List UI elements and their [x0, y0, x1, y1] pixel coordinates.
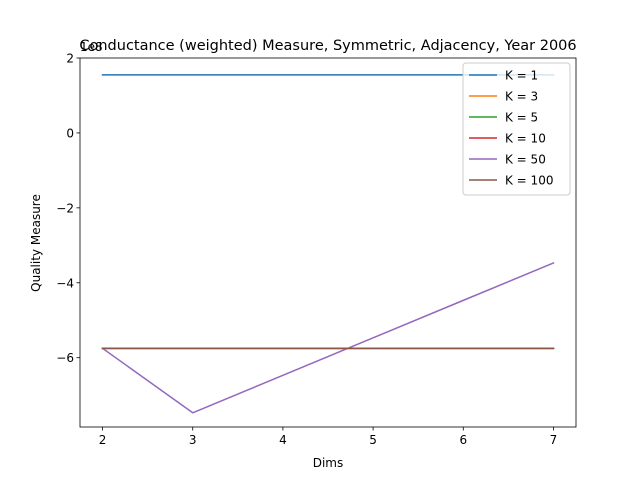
- y-offset-label: 1e8: [80, 40, 103, 54]
- x-tick-label: 7: [550, 433, 558, 447]
- y-tick-label: −2: [56, 201, 74, 215]
- x-tick-label: 3: [189, 433, 197, 447]
- axes-frame: [79, 57, 577, 428]
- legend-label-6: K = 100: [505, 174, 553, 188]
- x-axis-label: Dims: [313, 456, 344, 470]
- y-tick-label: 0: [66, 126, 74, 140]
- plot-area: 2 3 4 5 6 7 2 0 −2 −4 −6 K = 1 K = 3 K = 5 K = 10 K = 5…: [56, 52, 577, 447]
- x-tick-label: 6: [459, 433, 467, 447]
- y-tick-label: −6: [56, 351, 74, 365]
- chart-title: Conductance (weighted) Measure, Symmetri…: [79, 38, 576, 54]
- series-line-5: [101, 261, 555, 414]
- y-axis-label: Quality Measure: [29, 194, 43, 292]
- y-tick-label: −4: [56, 276, 74, 290]
- legend-label-5: K = 50: [505, 153, 546, 167]
- legend-label-3: K = 5: [505, 111, 538, 125]
- x-tick-label: 4: [279, 433, 287, 447]
- y-tick-label: 2: [66, 52, 74, 66]
- legend-label-4: K = 10: [505, 132, 546, 146]
- legend-label-2: K = 3: [505, 90, 538, 104]
- x-tick-label: 5: [369, 433, 377, 447]
- legend-label-1: K = 1: [505, 69, 538, 83]
- x-tick-label: 2: [99, 433, 107, 447]
